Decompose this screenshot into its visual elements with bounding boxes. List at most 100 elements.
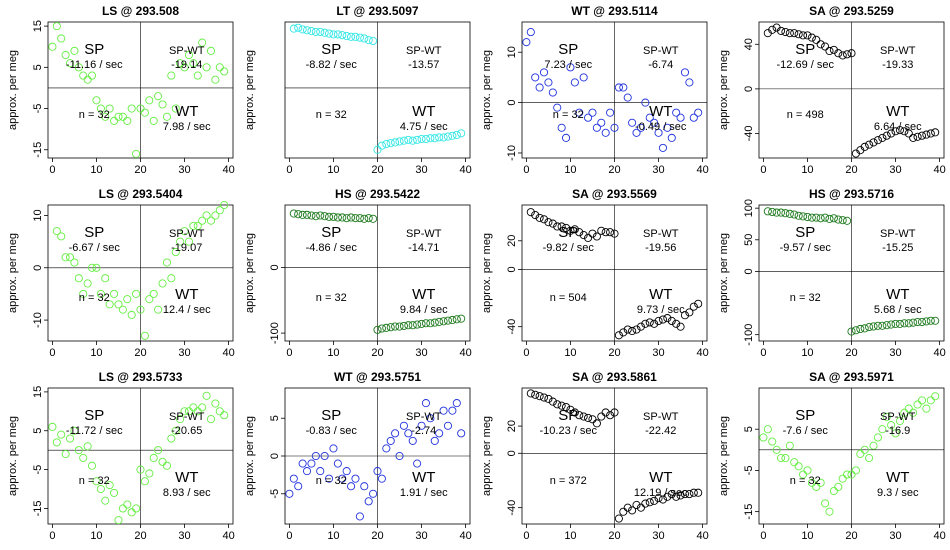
- x-tick-label: 0: [760, 347, 766, 359]
- data-point: [772, 445, 781, 454]
- data-point: [650, 118, 659, 127]
- data-point: [52, 227, 61, 236]
- data-point: [834, 49, 843, 58]
- data-point: [123, 295, 132, 304]
- wt-rate: 8.93 / sec: [163, 487, 211, 499]
- data-point: [110, 116, 119, 125]
- wt-rate: 7.98 / sec: [163, 121, 211, 133]
- wt-rate: 9.3 / sec: [877, 487, 919, 499]
- data-point: [123, 500, 132, 509]
- sp-rate: -9.82 / sec: [543, 242, 595, 254]
- data-point: [355, 512, 364, 521]
- data-point: [865, 140, 874, 149]
- data-point: [676, 113, 685, 122]
- data-point: [900, 127, 909, 136]
- data-point: [96, 484, 105, 494]
- y-tick-label: -15: [32, 501, 44, 517]
- data-point: [70, 46, 79, 55]
- data-point: [347, 213, 356, 222]
- x-tick-label: 30: [178, 530, 190, 542]
- data-point: [211, 211, 220, 220]
- data-point: [882, 412, 891, 421]
- data-point: [105, 481, 114, 490]
- x-tick-label: 10: [801, 347, 813, 359]
- data-point: [904, 319, 913, 328]
- y-tick-label: -10: [32, 312, 44, 328]
- data-point: [895, 416, 905, 426]
- data-point: [544, 218, 553, 227]
- data-point: [351, 214, 360, 223]
- n-count: n = 32: [79, 475, 110, 487]
- data-point: [114, 516, 123, 525]
- data-point: [829, 486, 838, 496]
- data-point: [689, 302, 698, 311]
- data-point: [838, 474, 847, 483]
- data-point: [860, 445, 869, 454]
- x-tick-label: 0: [523, 530, 529, 542]
- data-point: [171, 248, 180, 257]
- data-point: [162, 461, 171, 470]
- data-point: [570, 78, 579, 87]
- data-point: [176, 415, 185, 424]
- spwt-value: -20.65: [171, 425, 202, 437]
- data-point: [909, 318, 918, 327]
- data-point: [931, 392, 940, 401]
- data-point: [338, 213, 347, 222]
- data-point: [860, 142, 869, 151]
- x-tick-label: 40: [222, 164, 234, 176]
- data-point: [904, 404, 913, 413]
- data-point: [768, 437, 777, 446]
- x-tick-label: 30: [889, 164, 901, 176]
- data-point: [395, 137, 404, 146]
- data-point: [364, 36, 373, 45]
- data-point: [294, 482, 303, 491]
- data-point: [430, 318, 439, 327]
- chart-panel-8: HS @ 293.5716 approx. per meg 0 10 20 30 40 -10…: [711, 183, 948, 366]
- y-tick-label: 5: [32, 64, 44, 70]
- data-point: [794, 30, 803, 39]
- data-point: [443, 132, 453, 141]
- data-point: [369, 214, 378, 223]
- data-point: [79, 453, 88, 462]
- data-point: [289, 474, 298, 483]
- x-tick-label: 20: [134, 164, 146, 176]
- data-point: [825, 507, 834, 516]
- wt-label: WT: [175, 469, 198, 486]
- data-point: [154, 305, 163, 314]
- spwt-label: SP-WT: [880, 45, 916, 57]
- data-point: [92, 263, 101, 272]
- x-tick-label: 40: [933, 164, 945, 176]
- panel-svg: LS @ 293.5733 approx. per meg 0 10 20 30 40 -15…: [7, 370, 235, 542]
- data-point: [171, 104, 180, 113]
- spwt-value: -19.14: [171, 59, 202, 71]
- data-point: [522, 38, 531, 47]
- x-tick-label: 10: [90, 530, 102, 542]
- data-point: [333, 30, 342, 39]
- data-point: [843, 50, 852, 59]
- data-point: [48, 422, 57, 431]
- data-point: [685, 308, 694, 317]
- chart-panel-9: LS @ 293.5733 approx. per meg 0 10 20 30 40 -15…: [0, 366, 237, 549]
- n-count: n = 32: [790, 292, 821, 304]
- sp-label: SP: [84, 407, 104, 424]
- chart-panel-7: SA @ 293.5569 approx. per meg 0 10 20 30 40 -40…: [474, 183, 711, 366]
- data-point: [825, 214, 834, 223]
- x-tick-label: 40: [459, 530, 471, 542]
- data-point: [114, 112, 123, 121]
- data-point: [553, 400, 562, 409]
- data-point: [167, 71, 176, 80]
- data-point: [443, 316, 453, 325]
- data-point: [548, 88, 557, 97]
- data-point: [821, 42, 830, 51]
- spwt-value: -19.07: [171, 242, 202, 254]
- data-point: [654, 128, 663, 137]
- data-point: [641, 319, 650, 328]
- data-point: [333, 459, 342, 468]
- data-point: [579, 231, 588, 240]
- data-point: [452, 399, 461, 408]
- data-point: [417, 319, 426, 328]
- data-point: [851, 326, 860, 335]
- data-point: [220, 67, 229, 76]
- data-point: [193, 221, 202, 230]
- data-point: [435, 317, 444, 326]
